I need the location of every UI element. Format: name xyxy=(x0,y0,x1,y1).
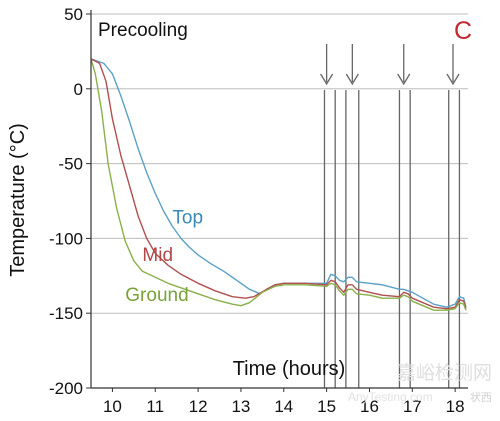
x-tick-label: 14 xyxy=(274,397,293,416)
watermark-line-1: 嘉峪检测网 xyxy=(397,362,492,384)
gridlines xyxy=(91,13,468,389)
y-tick-label: 0 xyxy=(74,80,83,99)
axes xyxy=(86,10,468,392)
series-label-ground: Ground xyxy=(125,285,188,306)
tick-labels: -200 -150 -100 -50 0 50 10 11 12 13 14 15 16 17 18 xyxy=(49,5,465,416)
panel-label: Precooling xyxy=(98,20,188,41)
event-arrow-head xyxy=(397,73,411,86)
event-arrow-head xyxy=(345,73,359,86)
y-tick-label: -50 xyxy=(58,155,83,174)
y-tick-label: 50 xyxy=(64,5,83,24)
y-tick-label: -200 xyxy=(49,379,83,398)
event-arrow-head xyxy=(320,73,334,86)
x-tick-label: 13 xyxy=(231,397,250,416)
watermark-line-3: 状西 xyxy=(470,390,492,404)
series-line-mid xyxy=(90,58,467,310)
x-tick-label: 12 xyxy=(189,397,208,416)
series-label-top: Top xyxy=(172,207,203,228)
series-lines xyxy=(90,58,467,311)
y-tick-label: -150 xyxy=(49,304,83,323)
y-axis-title: Temperature (°C) xyxy=(7,123,29,277)
event-arrows xyxy=(320,44,460,86)
series-labels: Top Mid Ground xyxy=(125,207,203,306)
x-axis-title: Time (hours) xyxy=(233,358,346,380)
series-line-ground xyxy=(90,58,467,311)
x-tick-label: 17 xyxy=(403,397,422,416)
watermark-line-2: AnyTesting.com xyxy=(348,390,433,404)
x-tick-label: 10 xyxy=(103,397,122,416)
x-tick-label: 16 xyxy=(360,397,379,416)
x-tick-label: 15 xyxy=(317,397,336,416)
event-arrow-head xyxy=(446,73,460,86)
x-tick-label: 18 xyxy=(446,397,465,416)
x-tick-label: 11 xyxy=(146,397,164,416)
series-label-mid: Mid xyxy=(142,245,173,266)
y-tick-label: -100 xyxy=(49,229,83,248)
panel-letter: C xyxy=(454,17,472,45)
event-marker-lines xyxy=(323,90,461,388)
watermark: 嘉峪检测网 AnyTesting.com 状西 xyxy=(344,357,494,413)
